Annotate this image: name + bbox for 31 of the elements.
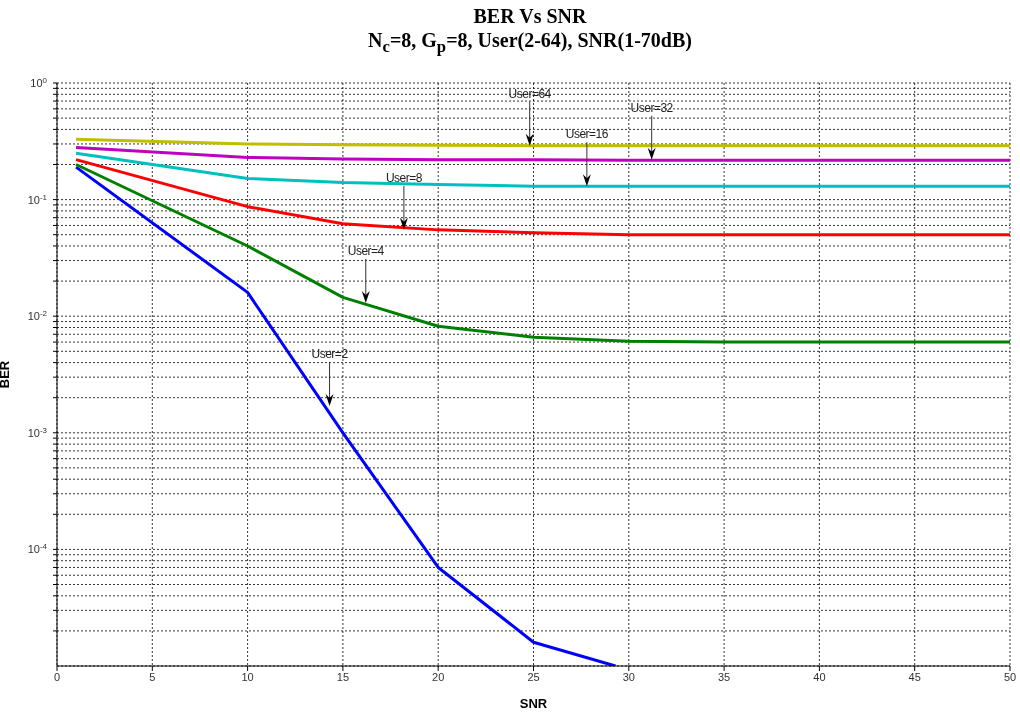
line-series	[74, 151, 1010, 188]
x-tick-label: 50	[1003, 670, 1017, 683]
x-tick-label: 25	[527, 670, 540, 683]
chart-title: BER Vs SNR	[472, 4, 588, 28]
annotation: User=2	[311, 346, 349, 361]
x-tick-label: 35	[717, 670, 731, 683]
y-tick-label: 10$^{0}$	[30, 75, 48, 89]
annotation: User=4	[347, 243, 385, 258]
y-axis-title: BER	[0, 360, 12, 389]
x-tick-label: 5	[149, 670, 156, 683]
line-series	[74, 158, 1010, 237]
annotation: User=16	[565, 127, 609, 142]
x-tick-label: 40	[813, 670, 826, 683]
x-tick-label: 30	[622, 670, 635, 683]
annotation: User=8	[385, 170, 423, 185]
x-tick-label: 45	[908, 670, 921, 683]
x-axis-title: SNR	[519, 696, 548, 711]
chart-subtitle: N$_{c}$=8, G$_{p}$=8, User(2-64), SNR(1-70dB)	[367, 28, 693, 58]
y-tick-label: 10$^{-4}$	[27, 541, 48, 556]
y-tick-label: 10$^{-2}$	[27, 308, 48, 323]
x-tick-label: 10	[241, 670, 254, 683]
annotation: User=32	[630, 100, 674, 115]
line-series	[74, 145, 1010, 162]
annotation: User=64	[508, 86, 552, 101]
x-tick-label: 20	[432, 670, 445, 683]
x-tick-label: 15	[336, 670, 350, 683]
y-tick-label: 10$^{-3}$	[27, 425, 48, 439]
line-series	[74, 163, 1010, 344]
line-series	[74, 165, 617, 666]
y-tick-label: 10$^{-1}$	[27, 192, 48, 206]
x-tick-label: 0	[53, 670, 61, 683]
